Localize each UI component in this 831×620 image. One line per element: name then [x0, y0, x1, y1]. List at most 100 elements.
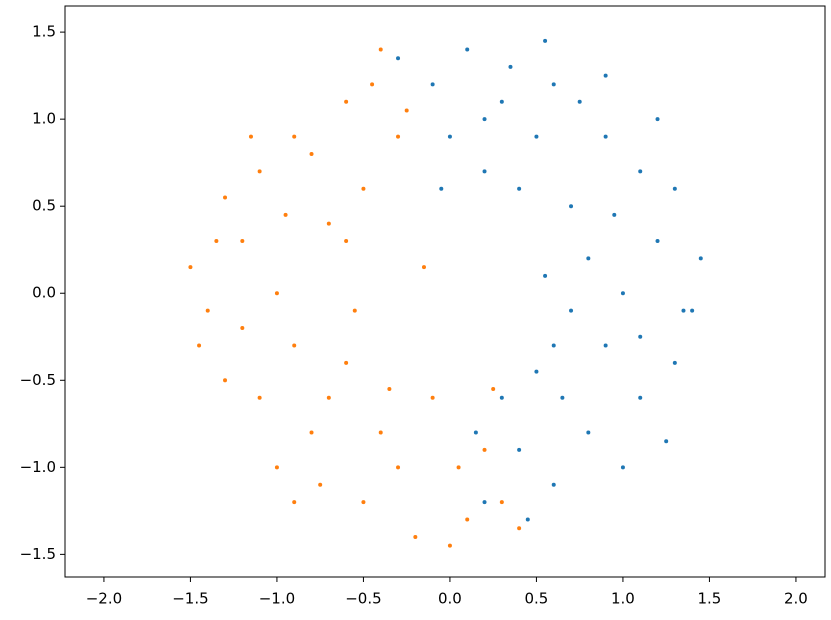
point: [517, 526, 522, 531]
point: [421, 265, 426, 270]
point: [413, 534, 418, 539]
point: [534, 134, 539, 139]
point: [465, 517, 470, 522]
point: [577, 99, 582, 104]
point: [309, 430, 314, 435]
point: [396, 134, 401, 139]
point: [326, 395, 331, 400]
point: [681, 308, 686, 313]
point: [240, 326, 245, 331]
point: [603, 343, 608, 348]
point: [361, 500, 366, 505]
point: [672, 360, 677, 365]
point: [664, 439, 669, 444]
point: [439, 186, 444, 191]
point: [318, 482, 323, 487]
point: [603, 134, 608, 139]
point: [655, 239, 660, 244]
point: [456, 465, 461, 470]
point: [586, 430, 591, 435]
point: [361, 186, 366, 191]
point: [447, 134, 452, 139]
point: [292, 500, 297, 505]
point: [344, 239, 349, 244]
point: [283, 212, 288, 217]
point: [197, 343, 202, 348]
point: [508, 64, 513, 69]
point: [248, 134, 253, 139]
point: [482, 169, 487, 174]
y-tick-label: −1.5: [20, 545, 56, 563]
point: [672, 186, 677, 191]
y-tick-label: −1.0: [20, 458, 56, 476]
point: [447, 543, 452, 548]
point: [551, 82, 556, 87]
point: [517, 447, 522, 452]
point: [569, 204, 574, 209]
point: [638, 395, 643, 400]
point: [499, 395, 504, 400]
x-tick-label: −1.5: [172, 590, 208, 608]
x-tick-label: −2.0: [86, 590, 122, 608]
point: [257, 169, 262, 174]
point: [396, 465, 401, 470]
point: [603, 73, 608, 78]
point: [344, 99, 349, 104]
point: [214, 239, 219, 244]
point: [482, 447, 487, 452]
point: [482, 117, 487, 122]
y-tick-label: −0.5: [20, 371, 56, 389]
x-tick-label: 1.0: [611, 590, 635, 608]
x-tick-label: −1.0: [259, 590, 295, 608]
point: [326, 221, 331, 226]
point: [698, 256, 703, 261]
y-tick-label: 0.5: [32, 197, 56, 215]
point: [274, 291, 279, 296]
point: [378, 430, 383, 435]
point: [473, 430, 478, 435]
point: [560, 395, 565, 400]
point: [517, 186, 522, 191]
point: [396, 56, 401, 61]
point: [491, 386, 496, 391]
point: [257, 395, 262, 400]
plot-frame: [64, 5, 826, 578]
point: [525, 517, 530, 522]
point: [482, 500, 487, 505]
point: [378, 47, 383, 52]
point: [543, 38, 548, 43]
point: [543, 273, 548, 278]
point: [534, 369, 539, 374]
point: [551, 482, 556, 487]
x-tick-label: 2.0: [784, 590, 808, 608]
point: [188, 265, 193, 270]
point: [465, 47, 470, 52]
point: [499, 500, 504, 505]
point: [240, 239, 245, 244]
point: [404, 108, 409, 113]
point: [586, 256, 591, 261]
x-tick-label: 0.5: [525, 590, 549, 608]
point: [223, 378, 228, 383]
point: [223, 195, 228, 200]
point: [274, 465, 279, 470]
point: [499, 99, 504, 104]
point: [612, 212, 617, 217]
point: [430, 395, 435, 400]
point: [292, 343, 297, 348]
y-tick-label: 0.0: [32, 284, 56, 302]
point: [690, 308, 695, 313]
point: [309, 151, 314, 156]
point: [205, 308, 210, 313]
x-tick-label: 1.5: [698, 590, 722, 608]
point: [292, 134, 297, 139]
point: [655, 117, 660, 122]
point: [620, 291, 625, 296]
point: [430, 82, 435, 87]
point: [344, 360, 349, 365]
point: [551, 343, 556, 348]
point: [569, 308, 574, 313]
y-tick-label: 1.5: [32, 23, 56, 41]
point: [620, 465, 625, 470]
